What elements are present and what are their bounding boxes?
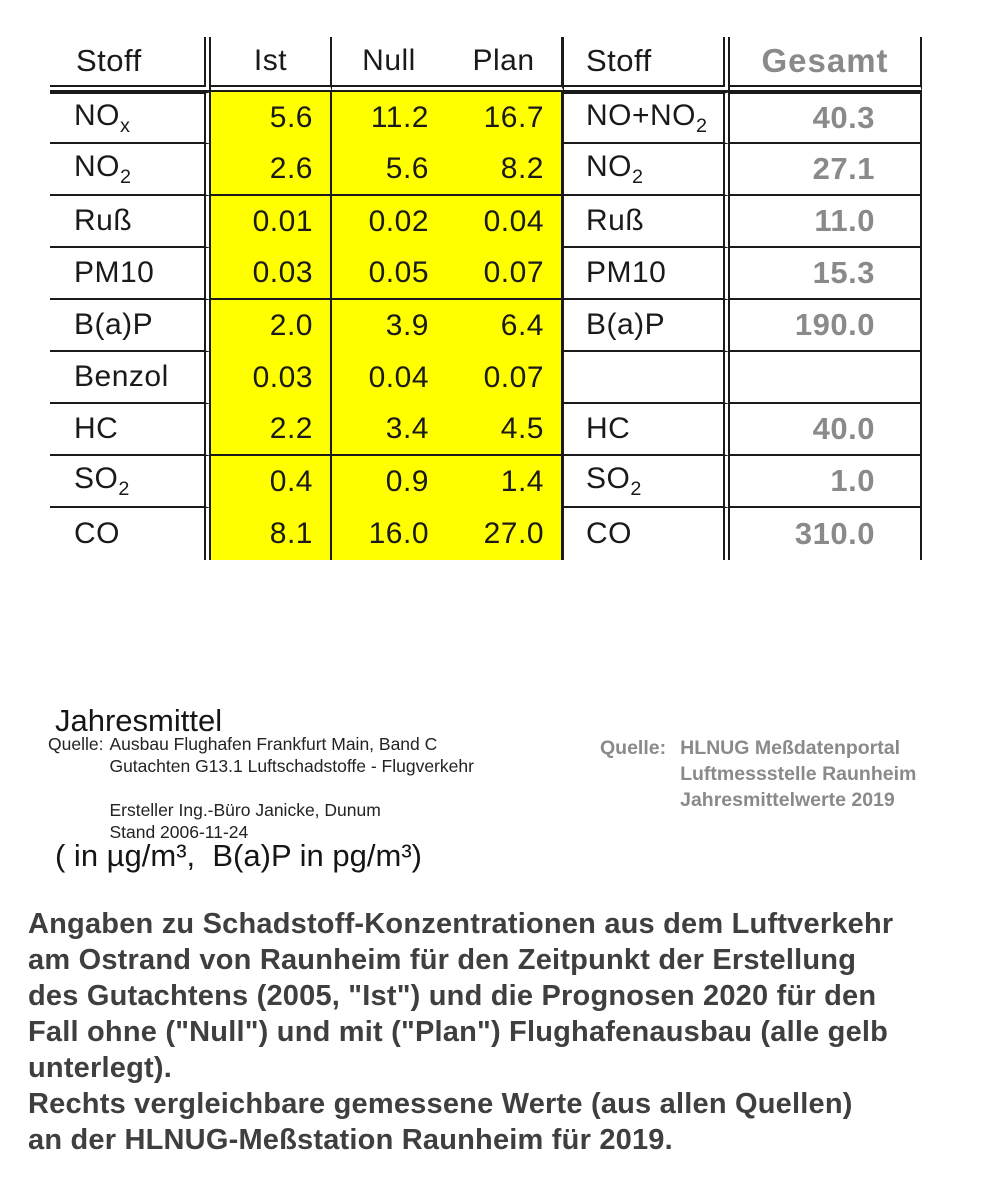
table-row: NOx 5.6 11.2 16.7: [50, 92, 564, 144]
table-row: [564, 352, 922, 404]
table-row: NO+NO2 40.3: [564, 92, 922, 144]
null-value: 5.6: [332, 144, 446, 196]
pollutant-label: Benzol: [50, 352, 211, 404]
table-row: Benzol 0.03 0.04 0.07: [50, 352, 564, 404]
null-value: 0.9: [332, 456, 446, 508]
source-text: HLNUG Meßdatenportal Luftmessstelle Raun…: [680, 737, 917, 811]
table-row: PM10 15.3: [564, 248, 922, 300]
gesamt-value: 11.0: [730, 196, 922, 248]
plan-value: 27.0: [446, 508, 564, 560]
null-value: 0.04: [332, 352, 446, 404]
table-row: B(a)P 190.0: [564, 300, 922, 352]
gesamt-value: 40.0: [730, 404, 922, 456]
source-right: Quelle: HLNUG Meßdatenportal Luftmessste…: [600, 735, 916, 813]
table-row: NO2 2.6 5.6 8.2: [50, 144, 564, 196]
table-row: HC 40.0: [564, 404, 922, 456]
pollutant-label: SO2: [564, 456, 730, 508]
table-row: HC 2.2 3.4 4.5: [50, 404, 564, 456]
source-text: Ausbau Flughafen Frankfurt Main, Band C …: [109, 734, 474, 842]
column-header-stoff: Stoff: [564, 37, 730, 92]
plan-value: 8.2: [446, 144, 564, 196]
header-row: Stoff Ist Null Plan: [50, 37, 564, 92]
ist-value: 8.1: [211, 508, 332, 560]
table-row: PM10 0.03 0.05 0.07: [50, 248, 564, 300]
column-header-null: Null: [332, 37, 446, 92]
pollutant-label: PM10: [564, 248, 730, 300]
ist-value: 2.2: [211, 404, 332, 456]
forecast-table: Stoff Ist Null Plan NOx 5.6 11.2 16.7 NO…: [50, 37, 564, 560]
gesamt-value: [730, 352, 922, 404]
plan-value: 1.4: [446, 456, 564, 508]
units-note: Jahresmittel ( in µg/m³, B(a)P in pg/m³): [55, 608, 422, 923]
caption: Angaben zu Schadstoff-Konzentrationen au…: [28, 908, 894, 1156]
ist-value: 2.0: [211, 300, 332, 352]
units-note-title: Jahresmittel: [55, 703, 223, 738]
plan-value: 0.07: [446, 352, 564, 404]
plan-value: 0.04: [446, 196, 564, 248]
pollutant-label: NO+NO2: [564, 92, 730, 144]
column-header-ist: Ist: [211, 37, 332, 92]
gesamt-value: 190.0: [730, 300, 922, 352]
ist-value: 0.03: [211, 352, 332, 404]
table-row: Ruß 0.01 0.02 0.04: [50, 196, 564, 248]
table-row: CO 8.1 16.0 27.0: [50, 508, 564, 560]
pollutant-label: HC: [564, 404, 730, 456]
table-row: B(a)P 2.0 3.9 6.4: [50, 300, 564, 352]
source-label: Quelle:: [48, 734, 104, 754]
ist-value: 0.01: [211, 196, 332, 248]
gesamt-value: 40.3: [730, 92, 922, 144]
table-row: SO2 1.0: [564, 456, 922, 508]
pollutant-label: CO: [564, 508, 730, 560]
gesamt-value: 310.0: [730, 508, 922, 560]
ist-value: 0.03: [211, 248, 332, 300]
table-row: CO 310.0: [564, 508, 922, 560]
gesamt-value: 15.3: [730, 248, 922, 300]
plan-value: 16.7: [446, 92, 564, 144]
null-value: 3.9: [332, 300, 446, 352]
plan-value: 4.5: [446, 404, 564, 456]
units-note-detail: ( in µg/m³, B(a)P in pg/m³): [55, 838, 422, 873]
column-header-gesamt: Gesamt: [730, 37, 922, 92]
header-row: Stoff Gesamt: [564, 37, 922, 92]
null-value: 0.02: [332, 196, 446, 248]
pollutant-label: SO2: [50, 456, 211, 508]
null-value: 0.05: [332, 248, 446, 300]
gesamt-value: 27.1: [730, 144, 922, 196]
source-label: Quelle:: [600, 737, 667, 759]
null-value: 3.4: [332, 404, 446, 456]
pollutant-label: NO2: [564, 144, 730, 196]
pollutant-label: NOx: [50, 92, 211, 144]
pollutant-label: NO2: [50, 144, 211, 196]
ist-value: 5.6: [211, 92, 332, 144]
gesamt-value: 1.0: [730, 456, 922, 508]
pollutant-label: PM10: [50, 248, 211, 300]
column-header-stoff: Stoff: [50, 37, 211, 92]
pollutant-label: [564, 352, 730, 404]
pollutant-tables: Stoff Ist Null Plan NOx 5.6 11.2 16.7 NO…: [50, 37, 922, 560]
plan-value: 0.07: [446, 248, 564, 300]
column-header-plan: Plan: [446, 37, 564, 92]
table-row: Ruß 11.0: [564, 196, 922, 248]
pollutant-label: Ruß: [50, 196, 211, 248]
pollutant-label: B(a)P: [564, 300, 730, 352]
plan-value: 6.4: [446, 300, 564, 352]
ist-value: 0.4: [211, 456, 332, 508]
table-row: SO2 0.4 0.9 1.4: [50, 456, 564, 508]
ist-value: 2.6: [211, 144, 332, 196]
pollutant-label: Ruß: [564, 196, 730, 248]
pollutant-label: HC: [50, 404, 211, 456]
null-value: 16.0: [332, 508, 446, 560]
pollutant-label: B(a)P: [50, 300, 211, 352]
table-row: NO2 27.1: [564, 144, 922, 196]
pollutant-label: CO: [50, 508, 211, 560]
source-left: Quelle: Ausbau Flughafen Frankfurt Main,…: [48, 733, 474, 843]
measured-table: Stoff Gesamt NO+NO2 40.3 NO2 27.1 Ruß 11…: [564, 37, 922, 560]
null-value: 11.2: [332, 92, 446, 144]
